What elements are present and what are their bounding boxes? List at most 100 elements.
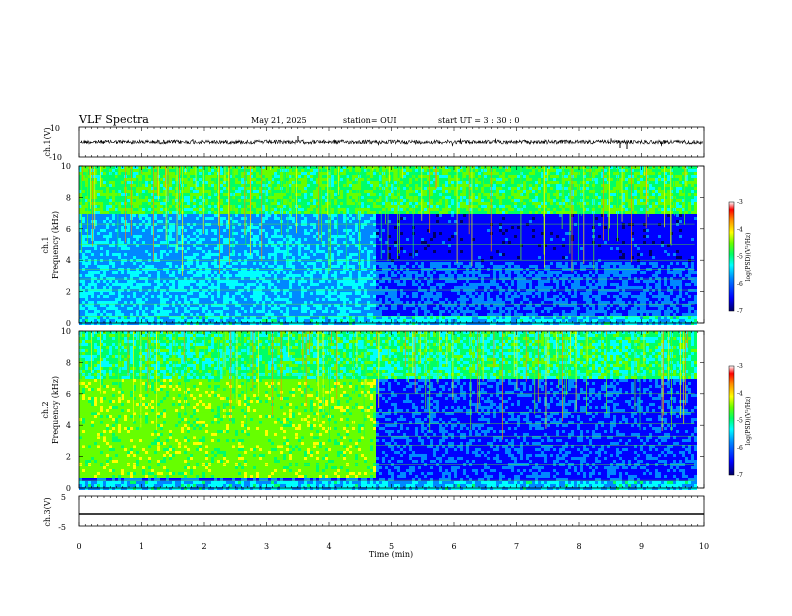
- spectrogram-cell: [148, 277, 151, 280]
- spectrogram-cell: [265, 307, 268, 310]
- spectrogram-cell: [274, 295, 277, 298]
- spectrogram-cell: [109, 214, 112, 217]
- spectrogram-cell: [286, 229, 289, 232]
- spectrogram-cell: [340, 253, 343, 256]
- spectrogram-cell: [244, 277, 247, 280]
- spectrogram-cell: [145, 199, 148, 202]
- spectrogram-cell: [139, 292, 142, 295]
- spectrogram-cell: [145, 283, 148, 286]
- spectrogram-cell: [160, 175, 163, 178]
- spectrogram-cell: [142, 310, 145, 313]
- spectrogram-cell: [97, 280, 100, 283]
- spectrogram-cell: [352, 280, 355, 283]
- spectrogram-cell: [139, 202, 142, 205]
- spectrogram-cell: [109, 220, 112, 223]
- spectrogram-cell: [205, 220, 208, 223]
- spectrogram-cell: [163, 262, 166, 265]
- spectrogram-cell: [109, 196, 112, 199]
- spectrogram-cell: [169, 313, 172, 316]
- spectrogram-cell: [358, 298, 361, 301]
- spectrogram-cell: [253, 196, 256, 199]
- spectrogram-cell: [202, 262, 205, 265]
- spectrogram-cell: [199, 280, 202, 283]
- spectrogram-cell: [250, 298, 253, 301]
- spectrogram-cell: [262, 238, 265, 241]
- spectrogram-cell: [190, 256, 193, 259]
- spectrogram-cell: [217, 322, 220, 325]
- spectrogram-cell: [262, 295, 265, 298]
- spectrogram-cell: [253, 292, 256, 295]
- spectrogram-cell: [163, 289, 166, 292]
- spectrogram-cell: [214, 316, 217, 319]
- spectrogram-cell: [148, 301, 151, 304]
- spectrogram-cell: [262, 289, 265, 292]
- spectrogram-cell: [145, 292, 148, 295]
- spectrogram-cell: [178, 223, 181, 226]
- spectrogram-cell: [238, 184, 241, 187]
- spectrogram-cell: [289, 301, 292, 304]
- spectrogram-cell: [352, 289, 355, 292]
- spectrogram-cell: [172, 184, 175, 187]
- spectrogram-cell: [148, 184, 151, 187]
- spectrogram-cell: [199, 319, 202, 322]
- spectrogram-cell: [208, 199, 211, 202]
- spectrogram-cell: [286, 253, 289, 256]
- spectrogram-cell: [241, 259, 244, 262]
- spectrogram-cell: [349, 196, 352, 199]
- spectrogram-cell: [274, 250, 277, 253]
- spectrogram-cell: [127, 220, 130, 223]
- spectrogram-cell: [100, 220, 103, 223]
- spectrogram-cell: [88, 304, 91, 307]
- spectrogram-cell: [289, 217, 292, 220]
- spectrogram-cell: [139, 283, 142, 286]
- spectrogram-cell: [322, 238, 325, 241]
- spectrogram-cell: [193, 256, 196, 259]
- spectrogram-cell: [193, 178, 196, 181]
- spectrogram-cell: [286, 319, 289, 322]
- spectrogram-cell: [211, 310, 214, 313]
- spectrogram-cell: [106, 196, 109, 199]
- spectrogram-cell: [118, 241, 121, 244]
- spectrogram-cell: [286, 175, 289, 178]
- spectrogram-cell: [292, 283, 295, 286]
- spectrogram-cell: [136, 241, 139, 244]
- spectrogram-cell: [307, 259, 310, 262]
- spectrogram-cell: [340, 181, 343, 184]
- spectrogram-cell: [148, 193, 151, 196]
- spectrogram-cell: [172, 208, 175, 211]
- spectrogram-cell: [220, 307, 223, 310]
- spectrogram-cell: [193, 247, 196, 250]
- spectrogram-cell: [319, 256, 322, 259]
- spectrogram-cell: [244, 262, 247, 265]
- spectrogram-cell: [325, 280, 328, 283]
- spectrogram-cell: [283, 220, 286, 223]
- spectrogram-cell: [97, 214, 100, 217]
- spectrogram-cell: [112, 253, 115, 256]
- spectrogram-cell: [253, 277, 256, 280]
- spectrogram-cell: [355, 169, 358, 172]
- spectrogram-cell: [142, 307, 145, 310]
- spectrogram-cell: [346, 304, 349, 307]
- spectrogram-cell: [262, 223, 265, 226]
- spectrogram-cell: [322, 304, 325, 307]
- spectrogram-cell: [160, 211, 163, 214]
- spectrogram-cell: [211, 226, 214, 229]
- spectrogram-cell: [217, 280, 220, 283]
- spectrogram-cell: [205, 319, 208, 322]
- spectrogram-cell: [292, 304, 295, 307]
- spectrogram-cell: [334, 283, 337, 286]
- spectrogram-cell: [238, 220, 241, 223]
- spectrogram-cell: [322, 199, 325, 202]
- spectrogram-cell: [238, 289, 241, 292]
- spectrogram-cell: [271, 223, 274, 226]
- spectrogram-cell: [337, 298, 340, 301]
- spectrogram-cell: [235, 316, 238, 319]
- spectrogram-cell: [286, 265, 289, 268]
- spectrogram-cell: [184, 196, 187, 199]
- spectrogram-cell: [154, 289, 157, 292]
- spectrogram-cell: [91, 274, 94, 277]
- spectrogram-cell: [169, 181, 172, 184]
- spectrogram-cell: [136, 220, 139, 223]
- spectrogram-cell: [298, 322, 301, 325]
- spectrogram-cell: [208, 211, 211, 214]
